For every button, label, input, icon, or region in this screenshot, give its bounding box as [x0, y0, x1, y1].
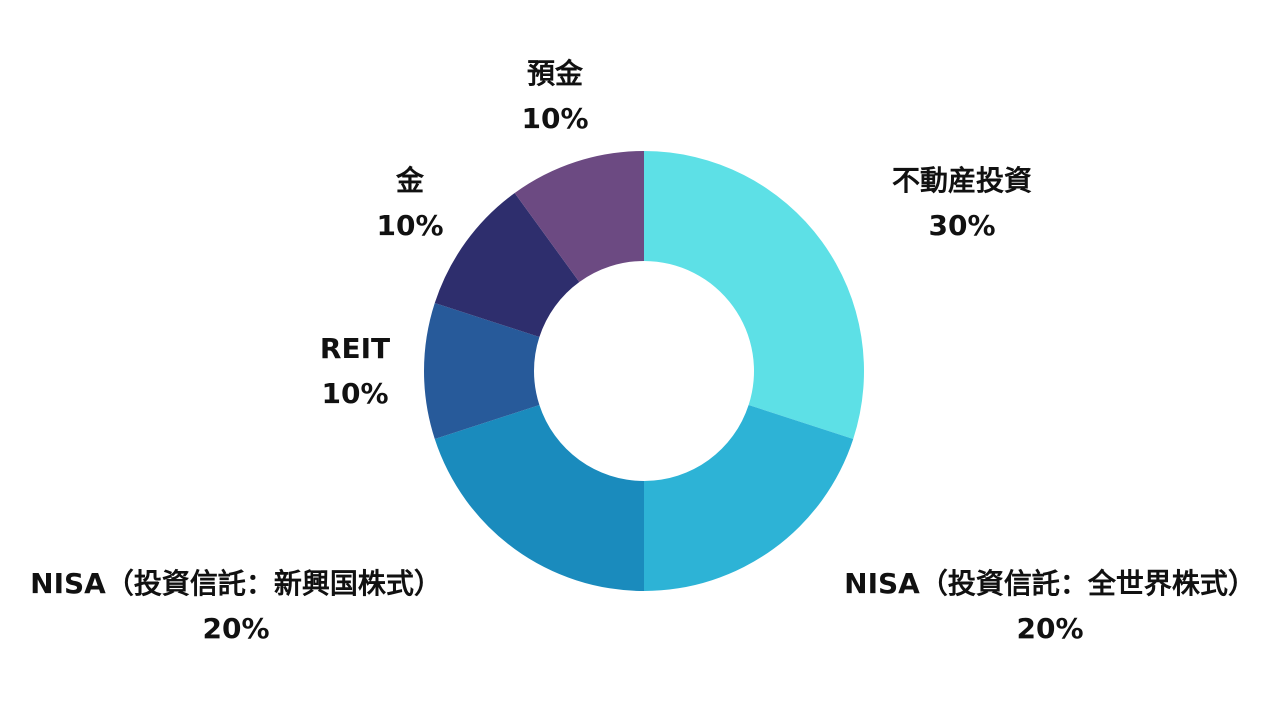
slice-value-label-3: 10% [321, 377, 388, 410]
donut-slices [424, 151, 864, 591]
slice-label-1: NISA（投資信託：全世界株式） [844, 567, 1256, 600]
slice-label-5: 預金 [527, 57, 584, 90]
slice-label-2: NISA（投資信託：新興国株式） [30, 567, 442, 600]
donut-slice-5 [514, 151, 644, 283]
donut-slice-0 [644, 151, 864, 439]
slice-value-label-0: 30% [928, 209, 995, 242]
slice-value-label-2: 20% [202, 612, 269, 645]
slice-value-label-4: 10% [376, 209, 443, 242]
slice-value-label-1: 20% [1016, 612, 1083, 645]
slice-label-3: REIT [320, 332, 390, 365]
slice-labels: 不動産投資 30% NISA（投資信託：全世界株式） 20% NISA（投資信託：新興国… [30, 57, 1256, 645]
slice-label-4: 金 [395, 164, 425, 197]
donut-slice-1 [644, 404, 854, 591]
donut-slice-3 [424, 303, 540, 439]
slice-label-0: 不動産投資 [892, 164, 1032, 197]
donut-slice-2 [434, 404, 644, 591]
donut-slice-4 [434, 193, 580, 338]
slice-value-label-5: 10% [521, 102, 588, 135]
